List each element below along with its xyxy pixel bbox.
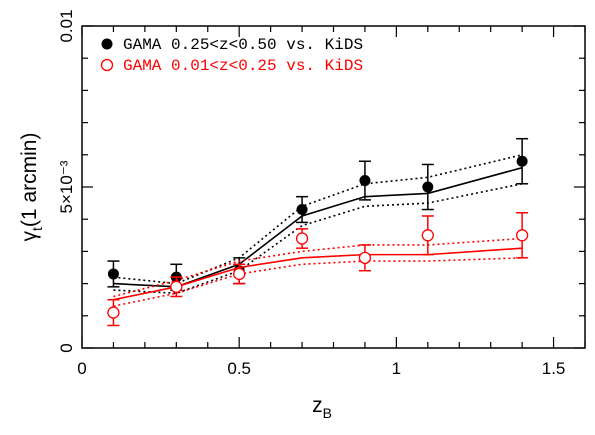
y-tick-label: 0	[57, 343, 76, 352]
series-layer	[107, 137, 529, 327]
legend-marker	[100, 58, 114, 72]
x-tick-label: 1.5	[542, 359, 566, 378]
data-point	[422, 181, 434, 193]
series-1	[107, 212, 529, 327]
data-point	[107, 268, 119, 280]
data-point	[233, 267, 246, 281]
data-point	[358, 251, 372, 264]
legend: GAMA 0.25<z<0.50 vs. KiDS GAMA 0.01<z<0.2…	[100, 36, 363, 75]
x-axis-title: zB	[312, 394, 332, 421]
legend-label: GAMA 0.01<z<0.25 vs. KiDS	[123, 57, 363, 75]
x-tick-label: 0	[77, 359, 86, 378]
legend-label: GAMA 0.25<z<0.50 vs. KiDS	[123, 36, 363, 54]
data-point	[516, 155, 528, 167]
y-axis-title-main: γ	[18, 230, 41, 241]
data-point	[170, 280, 183, 293]
x-axis-title-sub: B	[323, 405, 332, 421]
y-axis-title-sub: t	[29, 227, 45, 231]
data-point	[421, 229, 434, 242]
data-point	[359, 175, 371, 187]
x-axis-title-main: z	[312, 394, 323, 417]
y-axis-title: γt(1 arcmin)	[18, 133, 45, 242]
data-point	[107, 306, 120, 319]
data-point	[295, 232, 309, 245]
x-tick-label: 0.5	[227, 359, 251, 378]
x-tick-label: 1	[392, 359, 401, 378]
model-line	[113, 166, 523, 288]
y-tick-label: 5×10⁻³	[57, 160, 76, 213]
axis-ticks: 0 0.5 1 1.5 0 5×10⁻³ 0.01	[57, 9, 586, 378]
legend-marker	[101, 38, 113, 50]
data-point	[296, 204, 308, 216]
y-axis-title-rest: (1 arcmin)	[18, 133, 41, 228]
y-tick-label: 0.01	[57, 9, 76, 42]
data-point	[515, 229, 529, 242]
series-0	[107, 137, 529, 295]
